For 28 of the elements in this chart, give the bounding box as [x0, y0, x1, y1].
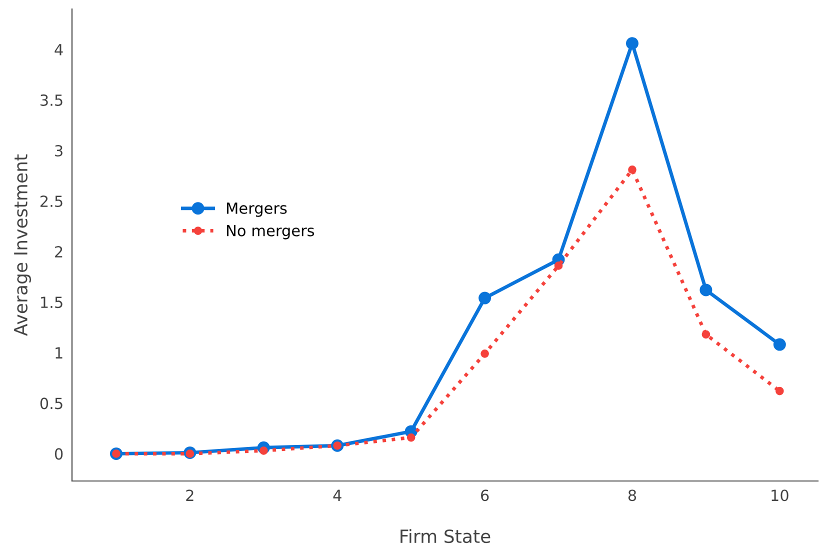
x-tick-label: 10 [772, 490, 788, 502]
point [700, 284, 712, 296]
point [478, 292, 492, 304]
legend-label: Mergers [227, 202, 287, 217]
x-tick-label: 8 [628, 490, 636, 502]
y-tick-label: 3.5 [40, 94, 62, 106]
point [773, 338, 786, 351]
y-tick-label: 4 [54, 44, 63, 56]
x-tick-label: 4 [333, 490, 342, 501]
point [554, 262, 563, 270]
y-tick-label: 2 [55, 246, 62, 258]
point [480, 349, 489, 358]
point [628, 166, 636, 174]
legend-label: No mergers [227, 225, 314, 240]
point [626, 37, 638, 50]
point [702, 330, 710, 339]
y-tick-label: 1 [56, 347, 62, 358]
y-tick-label: 0 [54, 448, 63, 460]
y-tick-label: 0.5 [40, 398, 62, 410]
y-tick-label: 1.5 [41, 296, 62, 308]
y-tick-label: 3 [55, 144, 62, 157]
x-axis-title: Firm State [400, 529, 490, 544]
x-tick-label: 2 [186, 490, 194, 501]
point [406, 433, 416, 442]
x-tick-label: 6 [481, 490, 489, 502]
point [776, 386, 784, 396]
y-tick-label: 2.5 [40, 196, 62, 208]
y-axis-title: Average Investment [14, 154, 32, 336]
